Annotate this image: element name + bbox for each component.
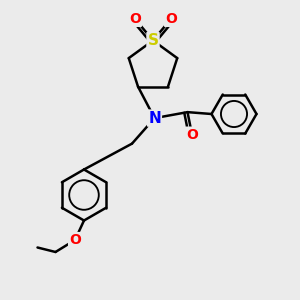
Text: O: O xyxy=(129,12,141,26)
Text: O: O xyxy=(186,128,198,142)
Text: O: O xyxy=(165,12,177,26)
Text: S: S xyxy=(148,33,158,48)
Text: N: N xyxy=(148,111,161,126)
Text: O: O xyxy=(69,233,81,247)
